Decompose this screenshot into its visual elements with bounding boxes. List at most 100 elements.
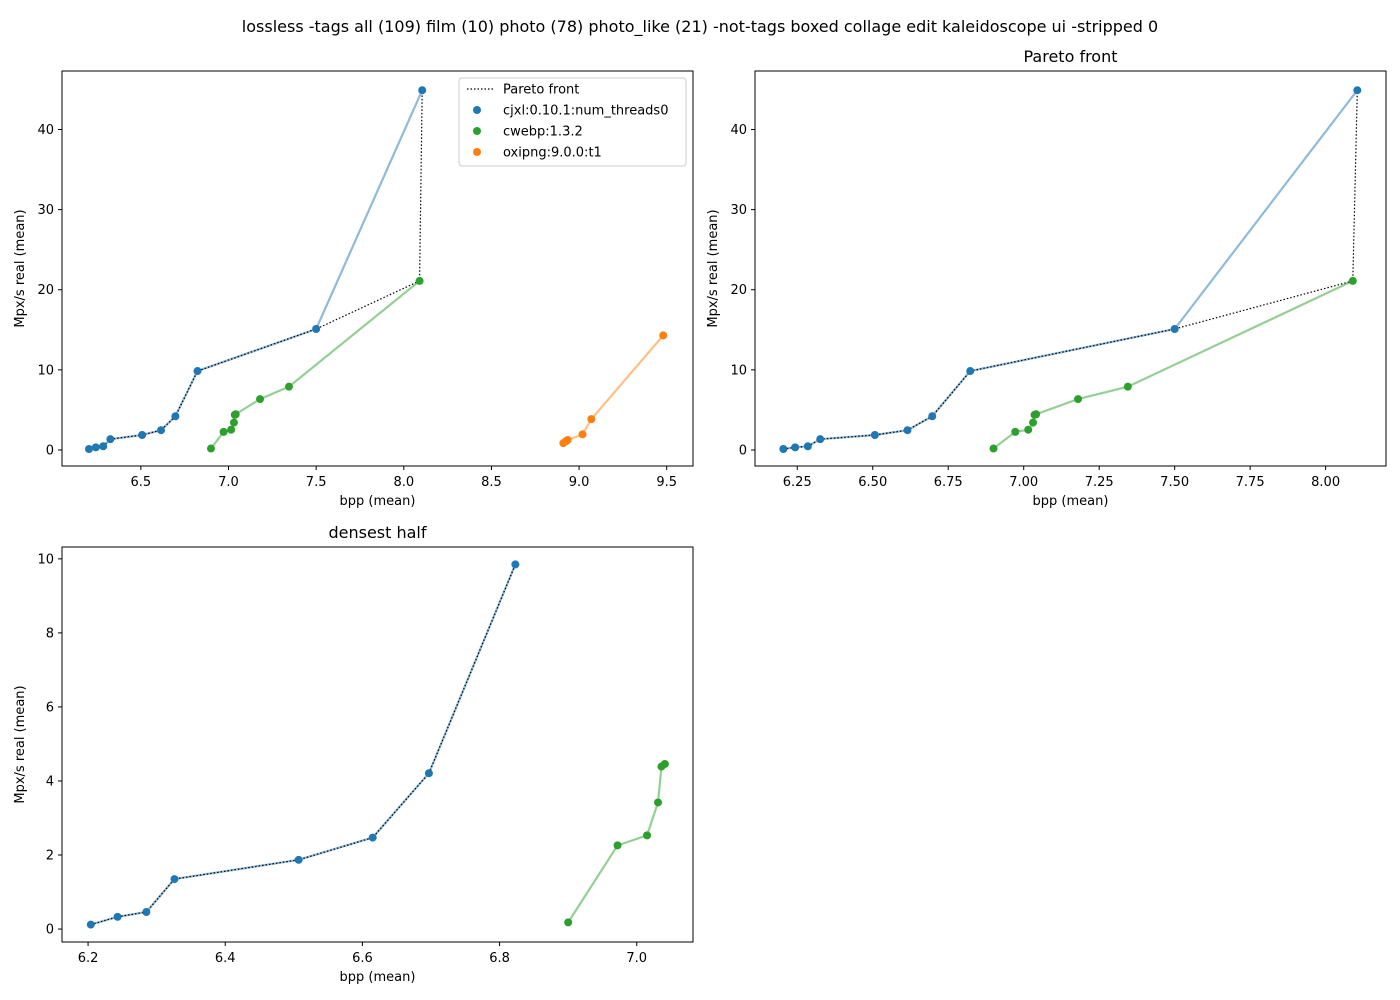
x-tick-label: 6.2 — [78, 951, 99, 966]
data-point-cjxl — [816, 435, 825, 444]
pareto-front-line — [783, 90, 1358, 450]
x-axis-label: bpp (mean) — [340, 494, 416, 509]
subplot-1: 6.5 7.0 7.5 8.0 8.5 9.0 9.5 0 10 20 30 40 bpp (mean)… — [13, 70, 694, 509]
y-tick-label: 6 — [46, 700, 54, 715]
series-line-cjxl — [88, 89, 424, 451]
data-point-cwebp — [1011, 427, 1020, 436]
y-axis-label: Mpx/s real (mean) — [706, 209, 721, 327]
x-tick-label: 7.0 — [218, 475, 239, 490]
subplot-2: 6.25 6.50 6.75 7.00 7.25 7.50 7.75 8.00 0 10 20 30 4… — [706, 47, 1387, 509]
x-axis-label: bpp (mean) — [1033, 494, 1109, 509]
legend-label-oxipng: oxipng:9.0.0:t1 — [503, 146, 602, 161]
data-point-cjxl — [138, 430, 147, 439]
legend-marker-oxipng — [473, 148, 481, 156]
y-tick-label: 40 — [730, 123, 747, 138]
data-point-oxipng — [578, 430, 587, 439]
data-point-cjxl — [903, 426, 912, 435]
data-point-cwebp — [643, 831, 652, 840]
x-tick-label: 7.00 — [1009, 475, 1038, 490]
axes-frame — [754, 70, 1387, 467]
data-point-cjxl — [113, 912, 122, 921]
x-tick-label: 7.50 — [1160, 475, 1189, 490]
legend-label-cwebp: cwebp:1.3.2 — [503, 125, 583, 140]
x-tick-label: 9.5 — [656, 475, 677, 490]
data-point-cwebp — [284, 382, 293, 391]
data-point-cwebp — [564, 918, 573, 927]
y-tick-label: 40 — [37, 123, 54, 138]
data-point-cjxl — [142, 908, 151, 917]
data-point-cjxl — [791, 443, 800, 452]
y-axis-label: Mpx/s real (mean) — [13, 685, 28, 803]
x-tick-label: 7.25 — [1085, 475, 1114, 490]
legend-label-cjxl: cjxl:0.10.1:num_threads0 — [503, 104, 668, 119]
data-point-cjxl — [1353, 86, 1362, 95]
subplot-3: 6.2 6.4 6.6 6.8 7.0 0 2 4 6 8 10 bpp (mean) Mpx/s re… — [13, 523, 694, 985]
data-point-cjxl — [193, 367, 202, 376]
y-tick-label: 10 — [730, 363, 747, 378]
data-point-cwebp — [660, 759, 669, 768]
data-point-cjxl — [171, 412, 180, 421]
data-point-oxipng — [563, 435, 572, 444]
series-line-cwebp — [992, 279, 1354, 450]
data-point-cjxl — [870, 430, 879, 439]
data-point-cjxl — [424, 769, 433, 778]
data-point-cjxl — [418, 86, 427, 95]
y-tick-label: 0 — [46, 443, 54, 458]
data-point-cwebp — [989, 444, 998, 453]
pareto-front-line — [88, 90, 423, 450]
data-point-cwebp — [1074, 395, 1083, 404]
x-tick-label: 6.50 — [858, 475, 887, 490]
data-point-cjxl — [803, 442, 812, 451]
y-tick-label: 10 — [37, 552, 54, 567]
x-tick-label: 6.8 — [489, 951, 510, 966]
data-point-cjxl — [157, 426, 166, 435]
data-point-cwebp — [1024, 425, 1033, 434]
x-tick-label: 6.6 — [352, 951, 373, 966]
legend-marker-cjxl — [473, 106, 481, 114]
data-point-cwebp — [654, 798, 663, 807]
data-point-cwebp — [1032, 410, 1041, 419]
y-tick-label: 0 — [739, 443, 747, 458]
subplot-title: Pareto front — [1023, 47, 1117, 66]
axes-frame — [61, 70, 694, 467]
x-tick-label: 6.4 — [215, 951, 236, 966]
series-line-cwebp — [210, 280, 421, 450]
data-point-cwebp — [1123, 382, 1132, 391]
data-point-cjxl — [511, 560, 520, 569]
y-tick-label: 0 — [46, 923, 54, 938]
pareto-front-line — [90, 564, 516, 926]
axes-frame — [61, 546, 694, 943]
data-point-cjxl — [779, 445, 788, 454]
series-line-oxipng — [562, 334, 665, 445]
data-point-cjxl — [91, 443, 100, 452]
x-axis-label: bpp (mean) — [340, 970, 416, 985]
data-point-cjxl — [1170, 324, 1179, 333]
x-tick-label: 8.0 — [393, 475, 414, 490]
data-point-cwebp — [206, 444, 215, 453]
figure-title: lossless -tags all (109) film (10) photo… — [241, 17, 1159, 36]
data-point-cwebp — [256, 395, 265, 404]
data-point-cjxl — [312, 324, 321, 333]
x-tick-label: 6.5 — [131, 475, 152, 490]
y-tick-label: 30 — [730, 203, 747, 218]
y-tick-label: 4 — [46, 774, 54, 789]
data-point-cjxl — [928, 412, 937, 421]
data-point-cjxl — [84, 445, 93, 454]
x-tick-label: 6.75 — [934, 475, 963, 490]
legend-box — [458, 77, 687, 167]
data-point-oxipng — [659, 331, 668, 340]
legend-pareto-label: Pareto front — [503, 83, 579, 98]
y-tick-label: 20 — [730, 283, 747, 298]
y-tick-label: 20 — [37, 283, 54, 298]
x-tick-label: 7.0 — [626, 951, 647, 966]
data-point-cjxl — [86, 920, 95, 929]
y-tick-label: 8 — [46, 626, 54, 641]
series-line-cjxl — [783, 89, 1359, 451]
data-point-cwebp — [613, 841, 622, 850]
x-tick-label: 6.25 — [783, 475, 812, 490]
y-axis-label: Mpx/s real (mean) — [13, 209, 28, 327]
x-tick-label: 8.00 — [1311, 475, 1340, 490]
x-tick-label: 7.75 — [1236, 475, 1265, 490]
y-tick-label: 2 — [46, 849, 54, 864]
